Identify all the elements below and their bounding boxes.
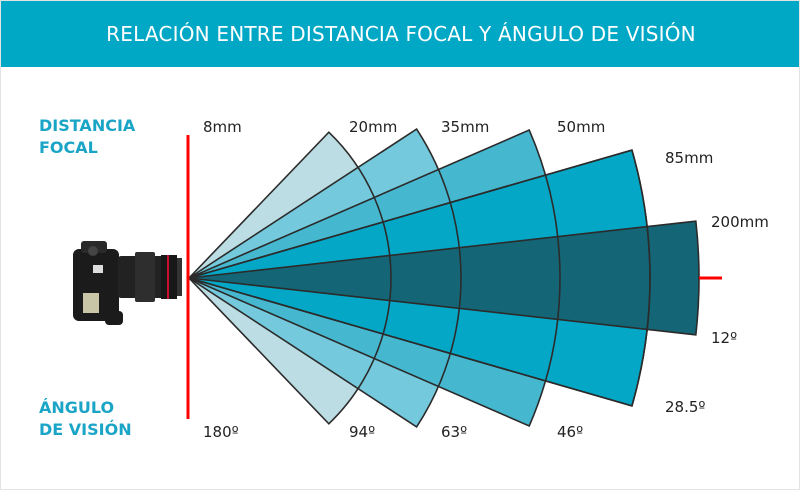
angle-heading-line1: ÁNGULO [39, 398, 115, 417]
angle-label: 180º [203, 423, 239, 441]
view-sector-200mm [189, 221, 700, 335]
header: RELACIÓN ENTRE DISTANCIA FOCAL Y ÁNGULO … [1, 1, 799, 67]
focal-label: 85mm [665, 149, 714, 167]
focal-length-heading: DISTANCIA FOCAL [39, 115, 135, 159]
view-sector-outline [186, 129, 561, 427]
angle-of-view-heading: ÁNGULO DE VISIÓN [39, 397, 132, 441]
view-sector-outline [186, 149, 651, 407]
view-sector-outline [188, 220, 700, 336]
focal-heading-line2: FOCAL [39, 138, 98, 157]
focal-label: 35mm [441, 118, 490, 136]
view-sector-outline [187, 131, 392, 425]
focal-label: 20mm [349, 118, 398, 136]
camera-icon [73, 241, 182, 325]
angle-label: 46º [557, 423, 584, 441]
angle-heading-line2: DE VISIÓN [39, 420, 132, 439]
page-title: RELACIÓN ENTRE DISTANCIA FOCAL Y ÁNGULO … [106, 22, 696, 46]
focal-label: 50mm [557, 118, 606, 136]
focal-heading-line1: DISTANCIA [39, 116, 136, 135]
focal-label: 8mm [203, 118, 242, 136]
angle-label: 94º [349, 423, 376, 441]
angle-label: 28.5º [665, 398, 706, 416]
focal-label: 200mm [711, 213, 769, 231]
view-sector-outline [187, 127, 462, 429]
angle-label: 63º [441, 423, 468, 441]
angle-label: 12º [711, 329, 738, 347]
